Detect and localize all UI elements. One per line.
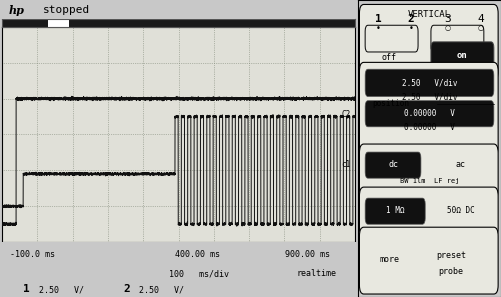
Text: hp: hp [9, 5, 25, 16]
Text: C2: C2 [341, 110, 350, 119]
Bar [48, 20, 69, 27]
Text: off: off [381, 53, 396, 62]
Text: more: more [379, 255, 399, 264]
Text: •: • [375, 24, 380, 33]
FancyBboxPatch shape [430, 25, 483, 52]
Text: ○: ○ [477, 25, 483, 31]
Text: 1: 1 [374, 14, 381, 24]
Text: 100   ms/div: 100 ms/div [169, 269, 229, 278]
Text: 2.50   V/: 2.50 V/ [138, 285, 183, 294]
Text: 2.50   V/div: 2.50 V/div [401, 78, 456, 87]
Text: preset: preset [435, 251, 465, 260]
Text: ac: ac [455, 160, 465, 169]
Text: dc: dc [387, 160, 397, 169]
Text: 50Ω DC: 50Ω DC [446, 206, 474, 215]
Text: 3: 3 [444, 14, 450, 24]
Text: -100.0 ms: -100.0 ms [10, 249, 55, 259]
Text: ○: ○ [444, 25, 450, 31]
Text: 900.00 ms: 900.00 ms [285, 249, 329, 259]
Text: 1: 1 [23, 284, 30, 294]
FancyBboxPatch shape [359, 144, 497, 199]
FancyBboxPatch shape [430, 42, 493, 70]
FancyBboxPatch shape [364, 101, 493, 127]
Text: 4: 4 [476, 14, 483, 24]
Text: probe: probe [437, 267, 462, 276]
FancyBboxPatch shape [364, 152, 420, 178]
Text: BW 1lm  LF rej: BW 1lm LF rej [399, 178, 458, 184]
Text: 2: 2 [407, 14, 413, 24]
FancyBboxPatch shape [359, 62, 497, 156]
Text: 2.50   V/: 2.50 V/ [39, 285, 83, 294]
Text: position: position [372, 99, 408, 108]
Text: 2.50   V/div: 2.50 V/div [401, 93, 456, 102]
Text: on: on [456, 51, 467, 60]
Text: realtime: realtime [296, 269, 336, 278]
Text: 0.00000   V: 0.00000 V [403, 109, 454, 118]
Text: VERTICAL: VERTICAL [407, 10, 450, 19]
Text: 1 MΩ: 1 MΩ [385, 206, 404, 215]
Text: •: • [408, 24, 412, 33]
FancyBboxPatch shape [359, 4, 497, 80]
Text: 400.00 ms: 400.00 ms [175, 249, 220, 259]
Text: stopped: stopped [43, 5, 90, 15]
Text: 2: 2 [123, 284, 130, 294]
FancyBboxPatch shape [364, 69, 493, 97]
FancyBboxPatch shape [364, 25, 417, 52]
Text: 0.00000   V: 0.00000 V [403, 123, 454, 132]
FancyBboxPatch shape [364, 198, 424, 224]
Text: c1: c1 [341, 160, 350, 169]
FancyBboxPatch shape [359, 187, 497, 238]
FancyBboxPatch shape [359, 227, 497, 294]
